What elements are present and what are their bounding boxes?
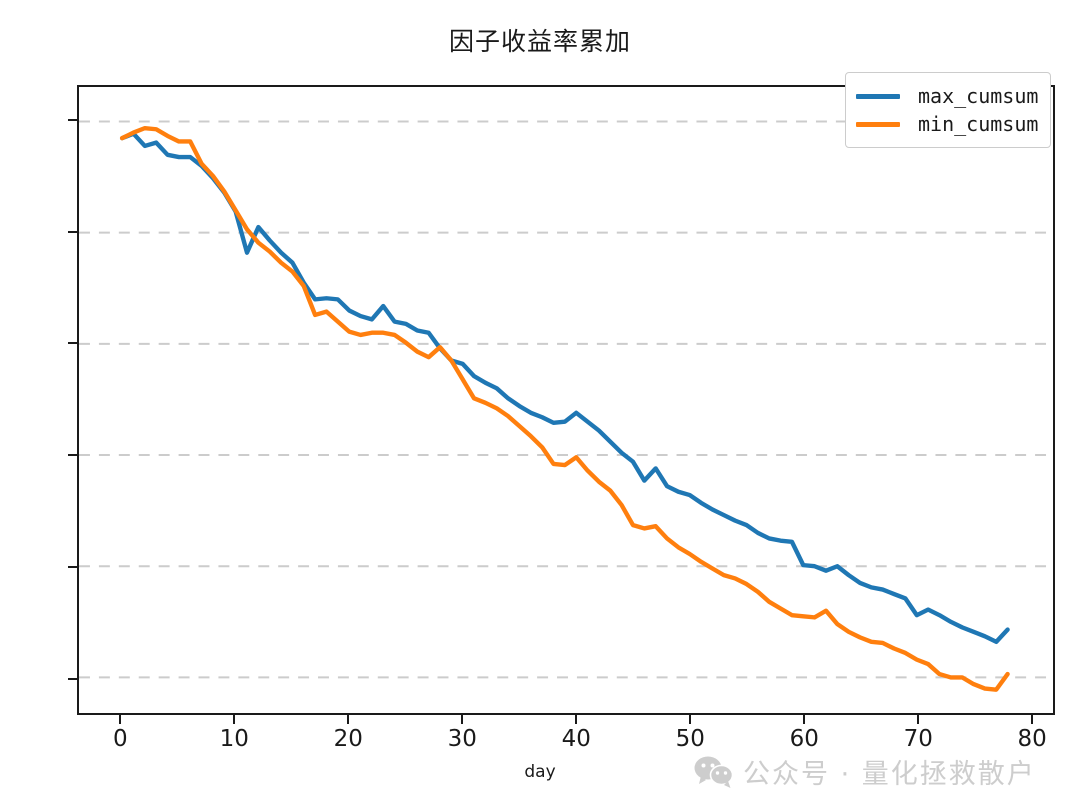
x-tick-mark-7 [917, 715, 920, 724]
chart-title: 因子收益率累加 [448, 27, 631, 56]
series-line-min_cumsum [119, 125, 1010, 692]
x-tick-mark-5 [689, 715, 692, 724]
series-line-max_cumsum [119, 131, 1010, 645]
legend-swatch-min-cumsum [856, 121, 900, 127]
x-axis-label: day [524, 762, 556, 782]
x-tick-label-3: 30 [447, 726, 477, 752]
series-lines [119, 125, 1010, 692]
y-tick-mark-5 [68, 118, 77, 121]
wechat-icon [694, 756, 734, 788]
grid-lines [79, 120, 1053, 679]
x-tick-mark-6 [803, 715, 806, 724]
x-tick-label-6: 60 [789, 726, 819, 752]
legend-label-min-cumsum: min_cumsum [918, 112, 1039, 136]
x-tick-label-0: 0 [112, 726, 128, 752]
y-tick-mark-1 [68, 566, 77, 569]
x-tick-label-1: 10 [219, 726, 249, 752]
watermark: 公众号 · 量化拯救散户 [694, 752, 1036, 791]
x-tick-label-4: 40 [561, 726, 591, 752]
y-tick-mark-4 [68, 230, 77, 233]
y-tick-mark-2 [68, 454, 77, 457]
x-tick-mark-2 [347, 715, 350, 724]
x-tick-mark-3 [461, 715, 464, 724]
x-tick-mark-1 [233, 715, 236, 724]
legend-item-max-cumsum: max_cumsum [856, 82, 1038, 110]
x-tick-mark-4 [575, 715, 578, 724]
x-tick-label-7: 70 [903, 726, 933, 752]
y-tick-mark-0 [68, 678, 77, 681]
chart-legend: max_cumsum min_cumsum [845, 72, 1052, 148]
legend-item-min-cumsum: min_cumsum [856, 110, 1038, 138]
legend-label-max-cumsum: max_cumsum [918, 84, 1039, 108]
y-tick-mark-3 [68, 342, 77, 345]
x-tick-label-2: 20 [333, 726, 363, 752]
legend-swatch-max-cumsum [856, 93, 900, 99]
watermark-text: 公众号 · 量化拯救散户 [743, 759, 1036, 790]
x-tick-mark-8 [1031, 715, 1034, 724]
x-tick-mark-0 [119, 715, 122, 724]
x-tick-label-8: 80 [1017, 726, 1047, 752]
x-tick-label-5: 50 [675, 726, 705, 752]
plot-area [77, 85, 1055, 715]
